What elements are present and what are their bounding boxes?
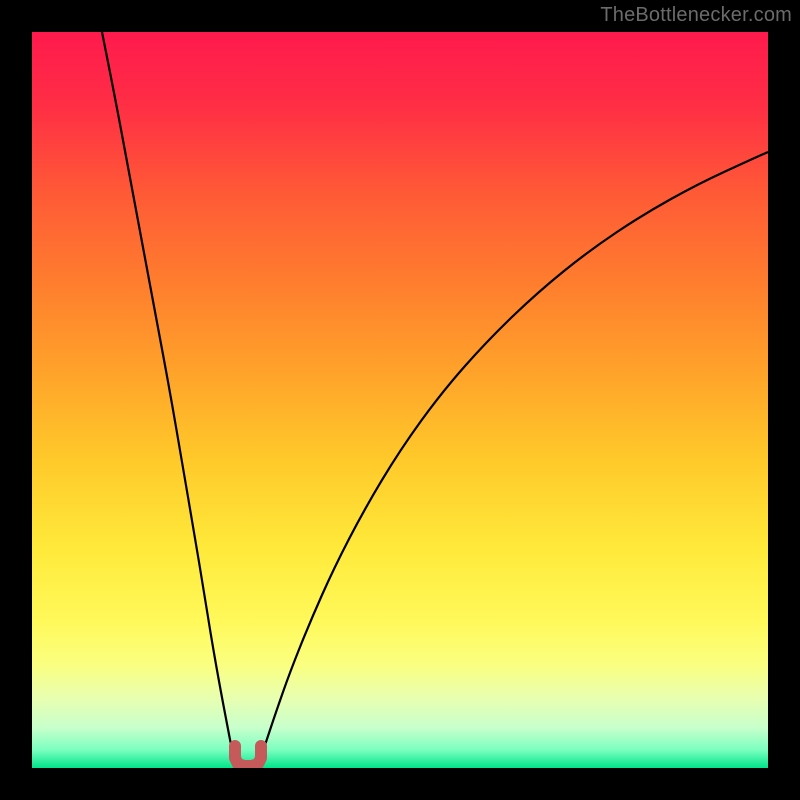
figure-root: TheBottlenecker.com bbox=[0, 0, 800, 800]
gradient-background bbox=[32, 32, 768, 768]
frame-right bbox=[768, 0, 800, 800]
frame-left bbox=[0, 0, 32, 800]
frame-bottom bbox=[0, 768, 800, 800]
plot-area bbox=[32, 32, 768, 768]
chart-svg bbox=[32, 32, 768, 768]
watermark-text: TheBottlenecker.com bbox=[600, 4, 792, 27]
